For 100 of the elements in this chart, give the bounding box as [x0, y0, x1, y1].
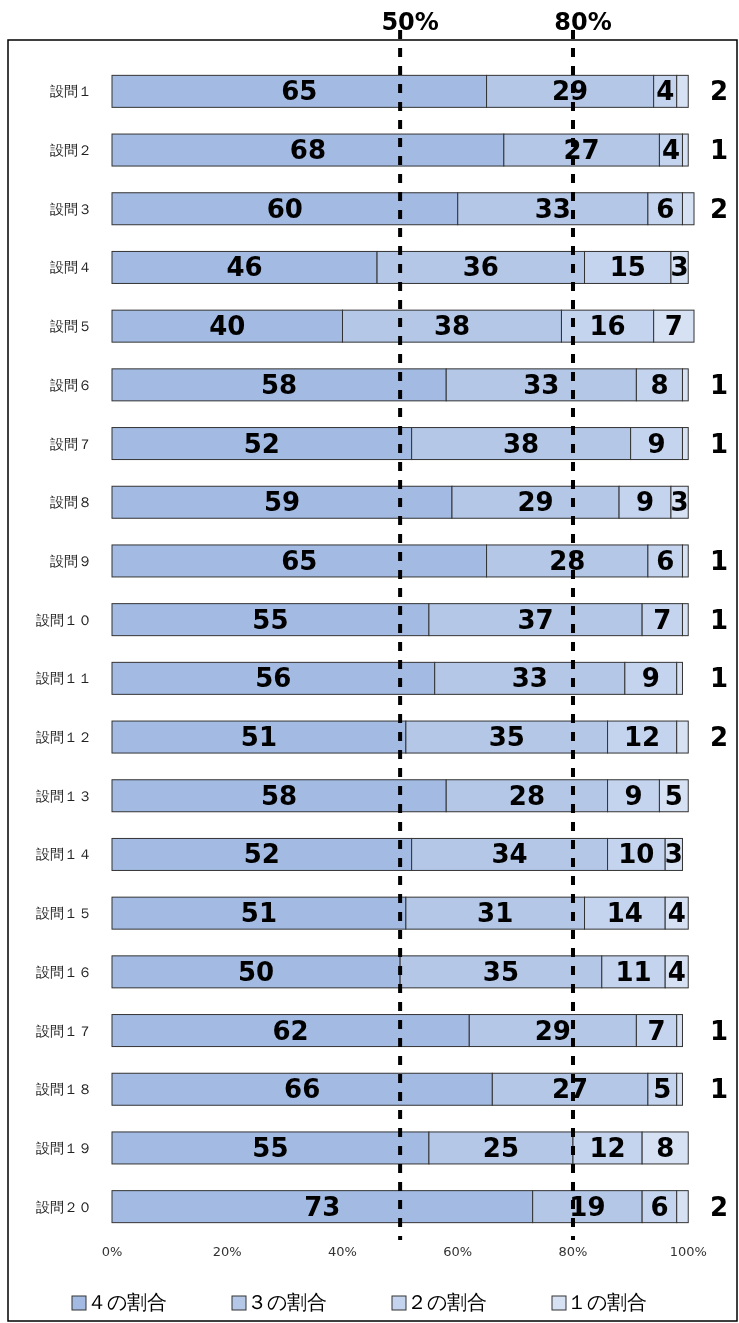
data-label: 6	[656, 193, 675, 224]
x-tick-label: 100%	[669, 1244, 707, 1259]
data-label: 28	[508, 780, 545, 811]
data-label: 7	[664, 311, 683, 342]
y-tick-label: 設問２０	[36, 1198, 92, 1215]
data-label: 33	[523, 369, 560, 400]
ref-line-label: 50%	[381, 8, 439, 36]
data-label: 4	[667, 956, 686, 987]
x-tick-label: 20%	[212, 1244, 242, 1259]
data-label: 5	[653, 1074, 672, 1105]
data-label: 51	[240, 722, 278, 753]
data-label: 60	[266, 193, 303, 224]
data-label: 2	[710, 722, 729, 753]
x-tick-label: 0%	[101, 1244, 123, 1259]
y-tick-label: 設問１	[50, 83, 92, 100]
data-label: 6	[656, 545, 675, 576]
data-label: 2	[710, 76, 729, 107]
data-label: 9	[624, 780, 643, 811]
ref-line-label: 80%	[554, 8, 612, 36]
legend-label: ４の割合	[87, 1290, 167, 1314]
data-label: 15	[609, 252, 646, 283]
data-label: 3	[664, 839, 683, 870]
data-label: 31	[477, 898, 514, 929]
data-label: 52	[243, 839, 280, 870]
data-label: 66	[284, 1074, 321, 1105]
data-label: 1	[710, 369, 729, 400]
data-label: 7	[653, 604, 672, 635]
x-tick-label: 40%	[328, 1244, 357, 1259]
data-label: 65	[281, 545, 318, 576]
data-label: 35	[488, 722, 525, 753]
y-tick-label: 設問１５	[36, 905, 92, 922]
data-label: 55	[252, 1132, 289, 1163]
data-label: 9	[641, 663, 660, 694]
y-tick-label: 設問６	[50, 376, 92, 393]
data-label: 2	[710, 1191, 729, 1222]
data-label: 12	[589, 1132, 626, 1163]
data-label: 3	[670, 487, 689, 518]
data-label: 29	[534, 1015, 571, 1046]
y-tick-label: 設問９	[50, 552, 92, 569]
data-label: 62	[272, 1015, 309, 1046]
data-label: 27	[552, 1074, 589, 1105]
data-label: 19	[569, 1191, 606, 1222]
data-label: 46	[226, 252, 263, 283]
data-label: 1	[710, 545, 729, 576]
data-label: 1	[710, 135, 729, 166]
y-tick-label: 設問１１	[36, 670, 92, 687]
data-label: 4	[667, 898, 686, 929]
data-label: 50	[237, 956, 275, 987]
data-label: 51	[240, 898, 278, 929]
data-label: 5	[664, 780, 683, 811]
data-label: 1	[710, 428, 729, 459]
data-label: 59	[263, 487, 301, 518]
data-label: 1	[710, 663, 729, 694]
data-label: 3	[670, 252, 689, 283]
data-label: 1	[710, 604, 729, 635]
data-label: 40	[209, 311, 246, 342]
data-label: 65	[281, 76, 318, 107]
y-tick-label: 設問２	[50, 142, 92, 159]
data-label: 4	[661, 135, 680, 166]
data-label: 6	[650, 1191, 669, 1222]
y-tick-label: 設問１２	[36, 729, 92, 746]
y-tick-label: 設問１０	[36, 611, 92, 628]
data-label: 55	[252, 604, 289, 635]
y-tick-label: 設問３	[50, 200, 92, 217]
data-label: 37	[517, 604, 554, 635]
y-tick-label: 設問８	[50, 494, 92, 511]
data-label: 10	[618, 839, 655, 870]
y-tick-label: 設問１９	[36, 1139, 92, 1156]
data-label: 38	[503, 428, 540, 459]
data-label: 35	[482, 956, 520, 987]
data-label: 33	[534, 193, 571, 224]
data-label: 9	[647, 428, 666, 459]
y-tick-label: 設問１６	[36, 963, 92, 980]
data-label: 8	[656, 1132, 675, 1163]
x-tick-label: 60%	[443, 1244, 473, 1259]
data-label: 1	[710, 1015, 729, 1046]
data-label: 56	[255, 663, 292, 694]
data-label: 7	[647, 1015, 666, 1046]
data-label: 1	[710, 1074, 729, 1105]
data-label: 58	[261, 369, 298, 400]
y-tick-label: 設問１３	[36, 787, 92, 804]
data-label: 4	[656, 76, 675, 107]
data-label: 68	[289, 135, 327, 166]
data-label: 52	[243, 428, 280, 459]
data-label: 34	[491, 839, 528, 870]
y-tick-label: 設問７	[50, 435, 92, 452]
y-tick-label: 設問１７	[36, 1022, 92, 1039]
data-label: 11	[615, 956, 652, 987]
data-label: 25	[482, 1132, 520, 1163]
legend-label: ３の割合	[247, 1290, 327, 1314]
x-tick-label: 80%	[558, 1244, 588, 1259]
y-tick-label: 設問１８	[36, 1081, 92, 1098]
data-label: 29	[517, 487, 554, 518]
legend-label: １の割合	[567, 1290, 647, 1314]
data-label: 73	[304, 1191, 341, 1222]
data-label: 9	[635, 487, 655, 518]
y-tick-label: 設問１４	[36, 846, 92, 863]
y-tick-label: 設問５	[50, 318, 92, 335]
data-label: 14	[606, 898, 643, 929]
legend-label: ２の割合	[407, 1290, 487, 1314]
